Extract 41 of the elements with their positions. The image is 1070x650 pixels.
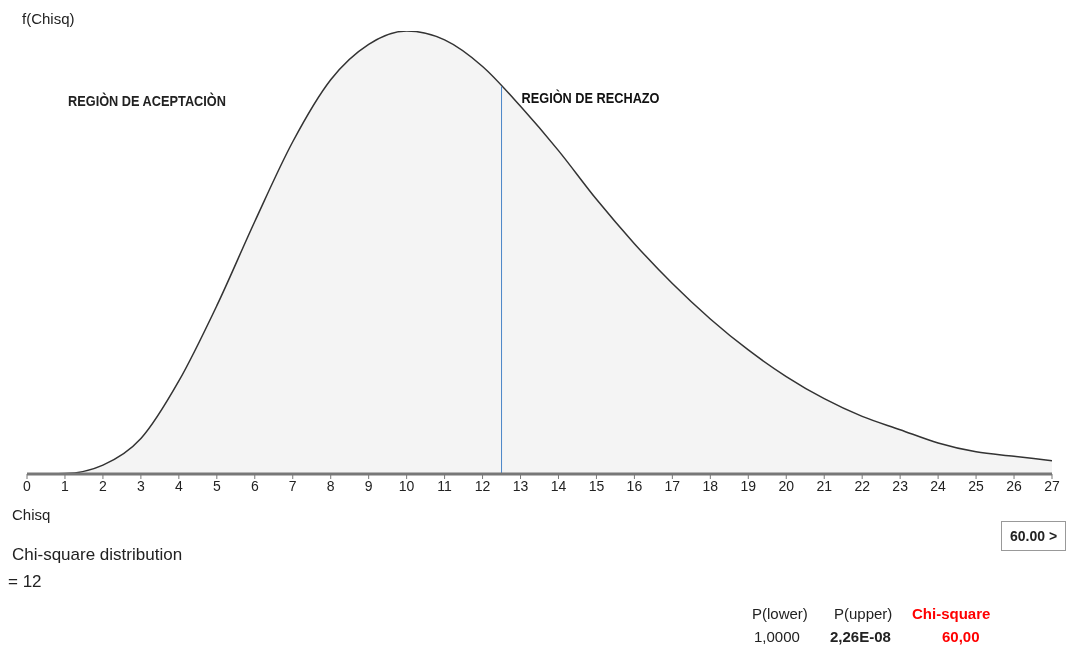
x-tick-label: 17 [664, 477, 681, 494]
x-tick-label: 2 [99, 477, 108, 494]
text: 1,0000 [754, 628, 800, 645]
text: 60,00 [942, 628, 980, 645]
x-tick-label: 20 [778, 477, 795, 494]
text: Chi-square [912, 605, 991, 622]
y-axis-title: f(Chisq) [22, 10, 75, 27]
text: 2,26E-08 [830, 628, 891, 645]
x-tick-label: 12 [474, 477, 491, 494]
x-tick-label: 24 [930, 477, 947, 494]
x-tick-label: 22 [854, 477, 871, 494]
x-tick-label: 3 [136, 477, 145, 494]
x-tick-label: 21 [816, 477, 833, 494]
x-axis-title: Chisq [12, 506, 51, 523]
x-tick-label: 5 [212, 477, 221, 494]
x-tick-label: 10 [398, 477, 415, 494]
x-tick-label: 27 [1044, 477, 1060, 494]
x-tick-label: 11 [437, 477, 453, 494]
text: P(lower) [752, 605, 808, 622]
x-tick-label: 26 [1006, 477, 1023, 494]
text: P(upper) [834, 605, 893, 622]
x-tick-label: 1 [61, 477, 70, 494]
x-tick-label: 16 [626, 477, 643, 494]
x-tick-label: 0 [23, 477, 32, 494]
x-tick-label: 25 [968, 477, 985, 494]
text: Chi-square distribution [12, 545, 183, 565]
text: = 12 [8, 572, 42, 592]
x-tick-label: 8 [326, 477, 335, 494]
x-tick-label: 14 [550, 477, 567, 494]
x-tick-label: 15 [588, 477, 605, 494]
x-tick-label: 19 [740, 477, 757, 494]
x-tick-label: 18 [702, 477, 719, 494]
text: 60.00 > [1001, 521, 1067, 551]
x-tick-label: 6 [250, 477, 259, 494]
x-tick-label: 4 [174, 477, 183, 494]
x-tick-label: 7 [288, 477, 297, 494]
ref-line-label: REGIÒN DE RECHAZO [521, 88, 660, 107]
x-tick-label: 9 [364, 477, 373, 494]
x-tick-label: 13 [512, 477, 529, 494]
annotation: REGIÒN DE ACEPTACIÒN [68, 92, 226, 109]
x-tick-label: 23 [892, 477, 909, 494]
